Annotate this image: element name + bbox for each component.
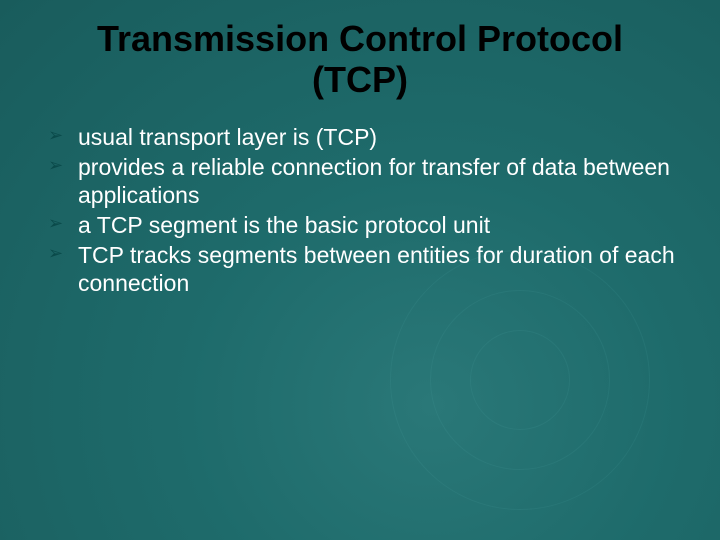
bullet-text: usual transport layer is (TCP) <box>78 124 377 150</box>
list-item: ➢ a TCP segment is the basic protocol un… <box>48 211 680 239</box>
slide-title: Transmission Control Protocol (TCP) <box>40 18 680 101</box>
list-item: ➢ usual transport layer is (TCP) <box>48 123 680 151</box>
bullet-list: ➢ usual transport layer is (TCP) ➢ provi… <box>40 123 680 297</box>
bullet-marker-icon: ➢ <box>48 155 63 177</box>
title-line-2: (TCP) <box>40 59 680 100</box>
slide-container: Transmission Control Protocol (TCP) ➢ us… <box>0 0 720 540</box>
bullet-marker-icon: ➢ <box>48 125 63 147</box>
decorative-ripple <box>470 330 570 430</box>
list-item: ➢ TCP tracks segments between entities f… <box>48 241 680 297</box>
list-item: ➢ provides a reliable connection for tra… <box>48 153 680 209</box>
bullet-text: a TCP segment is the basic protocol unit <box>78 212 490 238</box>
bullet-text: TCP tracks segments between entities for… <box>78 242 675 296</box>
bullet-marker-icon: ➢ <box>48 243 63 265</box>
title-line-1: Transmission Control Protocol <box>40 18 680 59</box>
bullet-marker-icon: ➢ <box>48 213 63 235</box>
bullet-text: provides a reliable connection for trans… <box>78 154 670 208</box>
